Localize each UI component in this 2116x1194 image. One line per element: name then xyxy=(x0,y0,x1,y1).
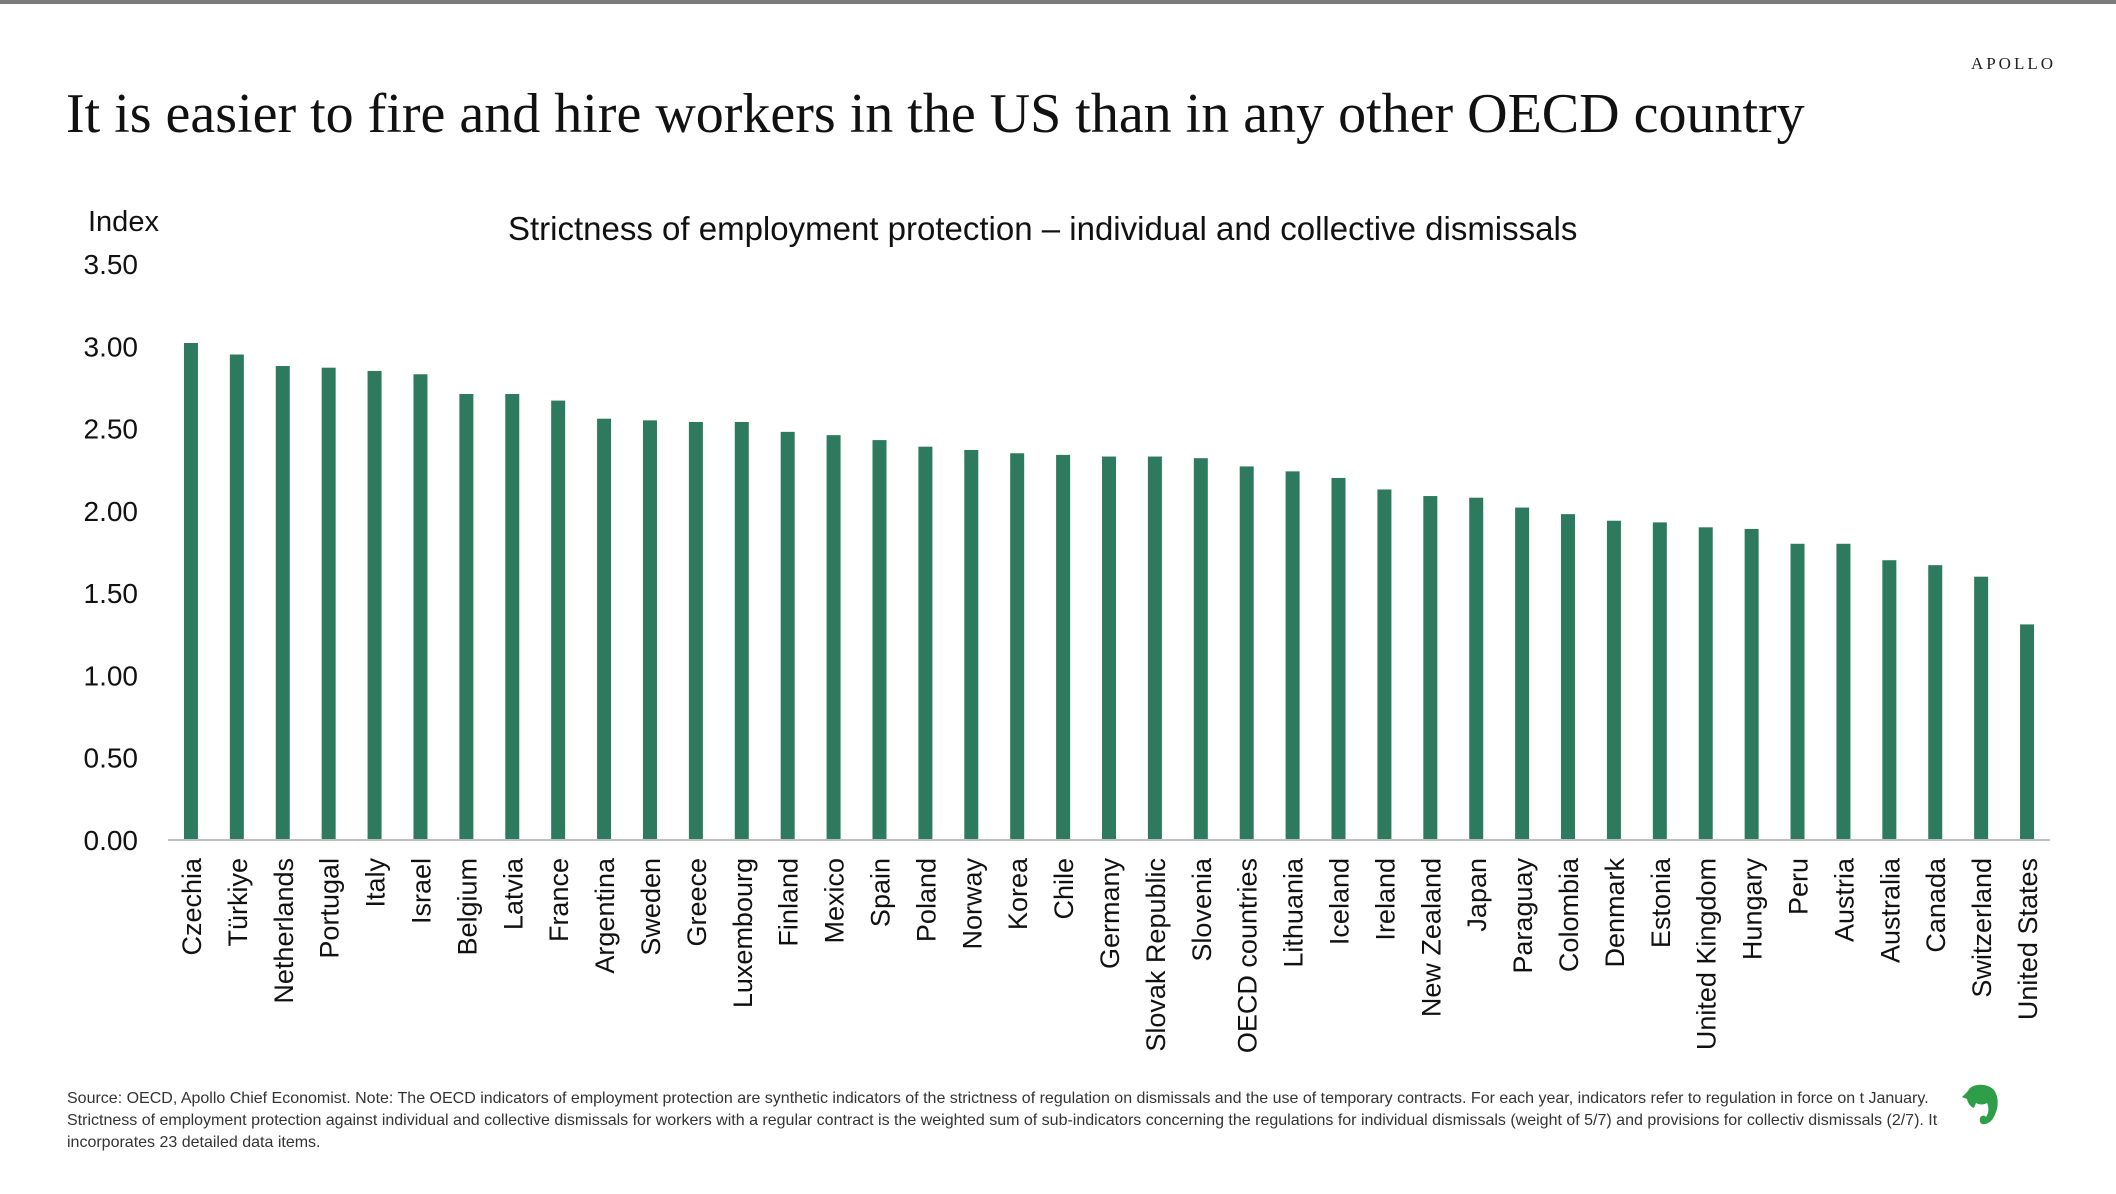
bar xyxy=(780,431,795,840)
bar-chart: 0.00 0.50 1.00 1.50 2.00 2.50 3.00 3.50 Czechia T… xyxy=(84,249,2050,1053)
bar xyxy=(1652,522,1667,840)
x-tick-label: Belgium xyxy=(452,858,482,956)
bar xyxy=(1102,456,1116,840)
x-tick-label: Korea xyxy=(1003,857,1033,930)
x-tick-label: Chile xyxy=(1049,858,1079,920)
x-tick-label: Slovenia xyxy=(1187,857,1217,962)
bar xyxy=(826,435,841,840)
bar xyxy=(1331,477,1346,840)
x-tick-label: Netherlands xyxy=(269,858,299,1004)
x-tick-label: Paraguay xyxy=(1508,858,1538,974)
bar xyxy=(1928,565,1943,840)
x-tick-label: Spain xyxy=(865,858,895,927)
bar xyxy=(1469,497,1484,840)
y-tick-label: 0.00 xyxy=(84,825,139,856)
y-tick-label: 2.50 xyxy=(84,414,139,445)
chart-title: Strictness of employment protection – in… xyxy=(508,210,1578,247)
x-tick-label: Portugal xyxy=(315,858,345,959)
y-axis-label: Index xyxy=(88,206,159,238)
x-tick-label: Czechia xyxy=(177,857,207,956)
x-tick-label: Australia xyxy=(1875,857,1905,963)
x-tick-label: Israel xyxy=(406,858,436,924)
bar xyxy=(367,370,382,840)
x-tick-label: Mexico xyxy=(820,858,850,944)
x-tick-label: Lithuania xyxy=(1279,857,1309,968)
bar xyxy=(964,449,979,840)
bar xyxy=(183,342,198,840)
bar xyxy=(1882,560,1897,840)
x-tick-label: United Kingdom xyxy=(1692,858,1722,1050)
x-tick-label: Latvia xyxy=(498,857,528,930)
x-tick-label: Switzerland xyxy=(1967,858,1997,998)
x-tick-label: Ireland xyxy=(1370,858,1400,941)
bar xyxy=(2020,624,2035,840)
bar xyxy=(1744,528,1759,840)
bar xyxy=(1010,453,1025,840)
y-tick-label: 3.50 xyxy=(84,249,139,280)
x-tick-label: Japan xyxy=(1462,858,1492,932)
x-tick-label: Poland xyxy=(911,858,941,942)
bar xyxy=(1974,576,1989,840)
evernote-elephant-icon xyxy=(1962,1084,1998,1125)
bar xyxy=(918,446,933,840)
bar xyxy=(1377,489,1392,840)
bar xyxy=(413,374,428,840)
x-tick-label: Denmark xyxy=(1600,858,1630,968)
x-tick-label: Luxembourg xyxy=(728,858,758,1008)
y-tick-label: 1.00 xyxy=(84,660,139,691)
footnote: Source: OECD, Apollo Chief Economist. No… xyxy=(67,1090,1938,1151)
bar xyxy=(1193,458,1208,840)
bar xyxy=(642,420,657,840)
x-tick-label: Hungary xyxy=(1738,858,1768,961)
y-tick-label: 0.50 xyxy=(84,743,139,774)
bar xyxy=(1515,507,1530,840)
bar xyxy=(1698,527,1713,840)
bar xyxy=(1147,456,1162,840)
x-tick-label: Norway xyxy=(957,858,987,950)
bar xyxy=(505,394,520,840)
x-tick-label: Argentina xyxy=(590,857,620,974)
x-tick-label: Germany xyxy=(1095,858,1125,970)
x-tick-label: Greece xyxy=(682,858,712,947)
bar xyxy=(688,421,703,840)
x-tick-label: New Zealand xyxy=(1416,858,1446,1017)
bar xyxy=(1056,454,1071,840)
bar xyxy=(1561,514,1576,840)
x-tick-label: Colombia xyxy=(1554,857,1584,972)
y-tick-label: 1.50 xyxy=(84,578,139,609)
bar xyxy=(229,354,244,840)
x-tick-label: Canada xyxy=(1921,857,1951,953)
x-tick-label: France xyxy=(544,858,574,942)
x-tick-label: Türkiye xyxy=(223,858,253,947)
x-tick-label: OECD countries xyxy=(1233,858,1263,1053)
bar xyxy=(275,366,290,840)
brand-logo-text: APOLLO xyxy=(1970,54,2056,73)
bar xyxy=(597,418,612,840)
x-tick-label: United States xyxy=(2013,858,2043,1020)
x-tick-label: Sweden xyxy=(636,858,666,956)
bar xyxy=(1423,496,1438,840)
y-tick-label: 2.00 xyxy=(84,496,139,527)
x-tick-label: Slovak Republic xyxy=(1141,858,1171,1052)
bar xyxy=(321,367,336,840)
bar xyxy=(1239,466,1254,840)
top-border xyxy=(0,0,2116,4)
x-tick-label: Austria xyxy=(1829,857,1859,942)
page-title: It is easier to fire and hire workers in… xyxy=(66,83,1805,145)
x-tick-label: Iceland xyxy=(1325,858,1355,945)
bar xyxy=(551,400,566,840)
bar xyxy=(1836,543,1851,840)
x-tick-label: Estonia xyxy=(1646,857,1676,948)
bar xyxy=(1285,471,1300,840)
bar xyxy=(734,421,749,840)
bar xyxy=(1790,543,1805,840)
bar xyxy=(872,440,887,840)
x-tick-label: Finland xyxy=(774,858,804,947)
y-tick-label: 3.00 xyxy=(84,331,139,362)
bar xyxy=(459,394,474,840)
x-tick-label: Peru xyxy=(1784,858,1814,915)
bar xyxy=(1606,520,1621,840)
x-tick-label: Italy xyxy=(361,858,391,908)
